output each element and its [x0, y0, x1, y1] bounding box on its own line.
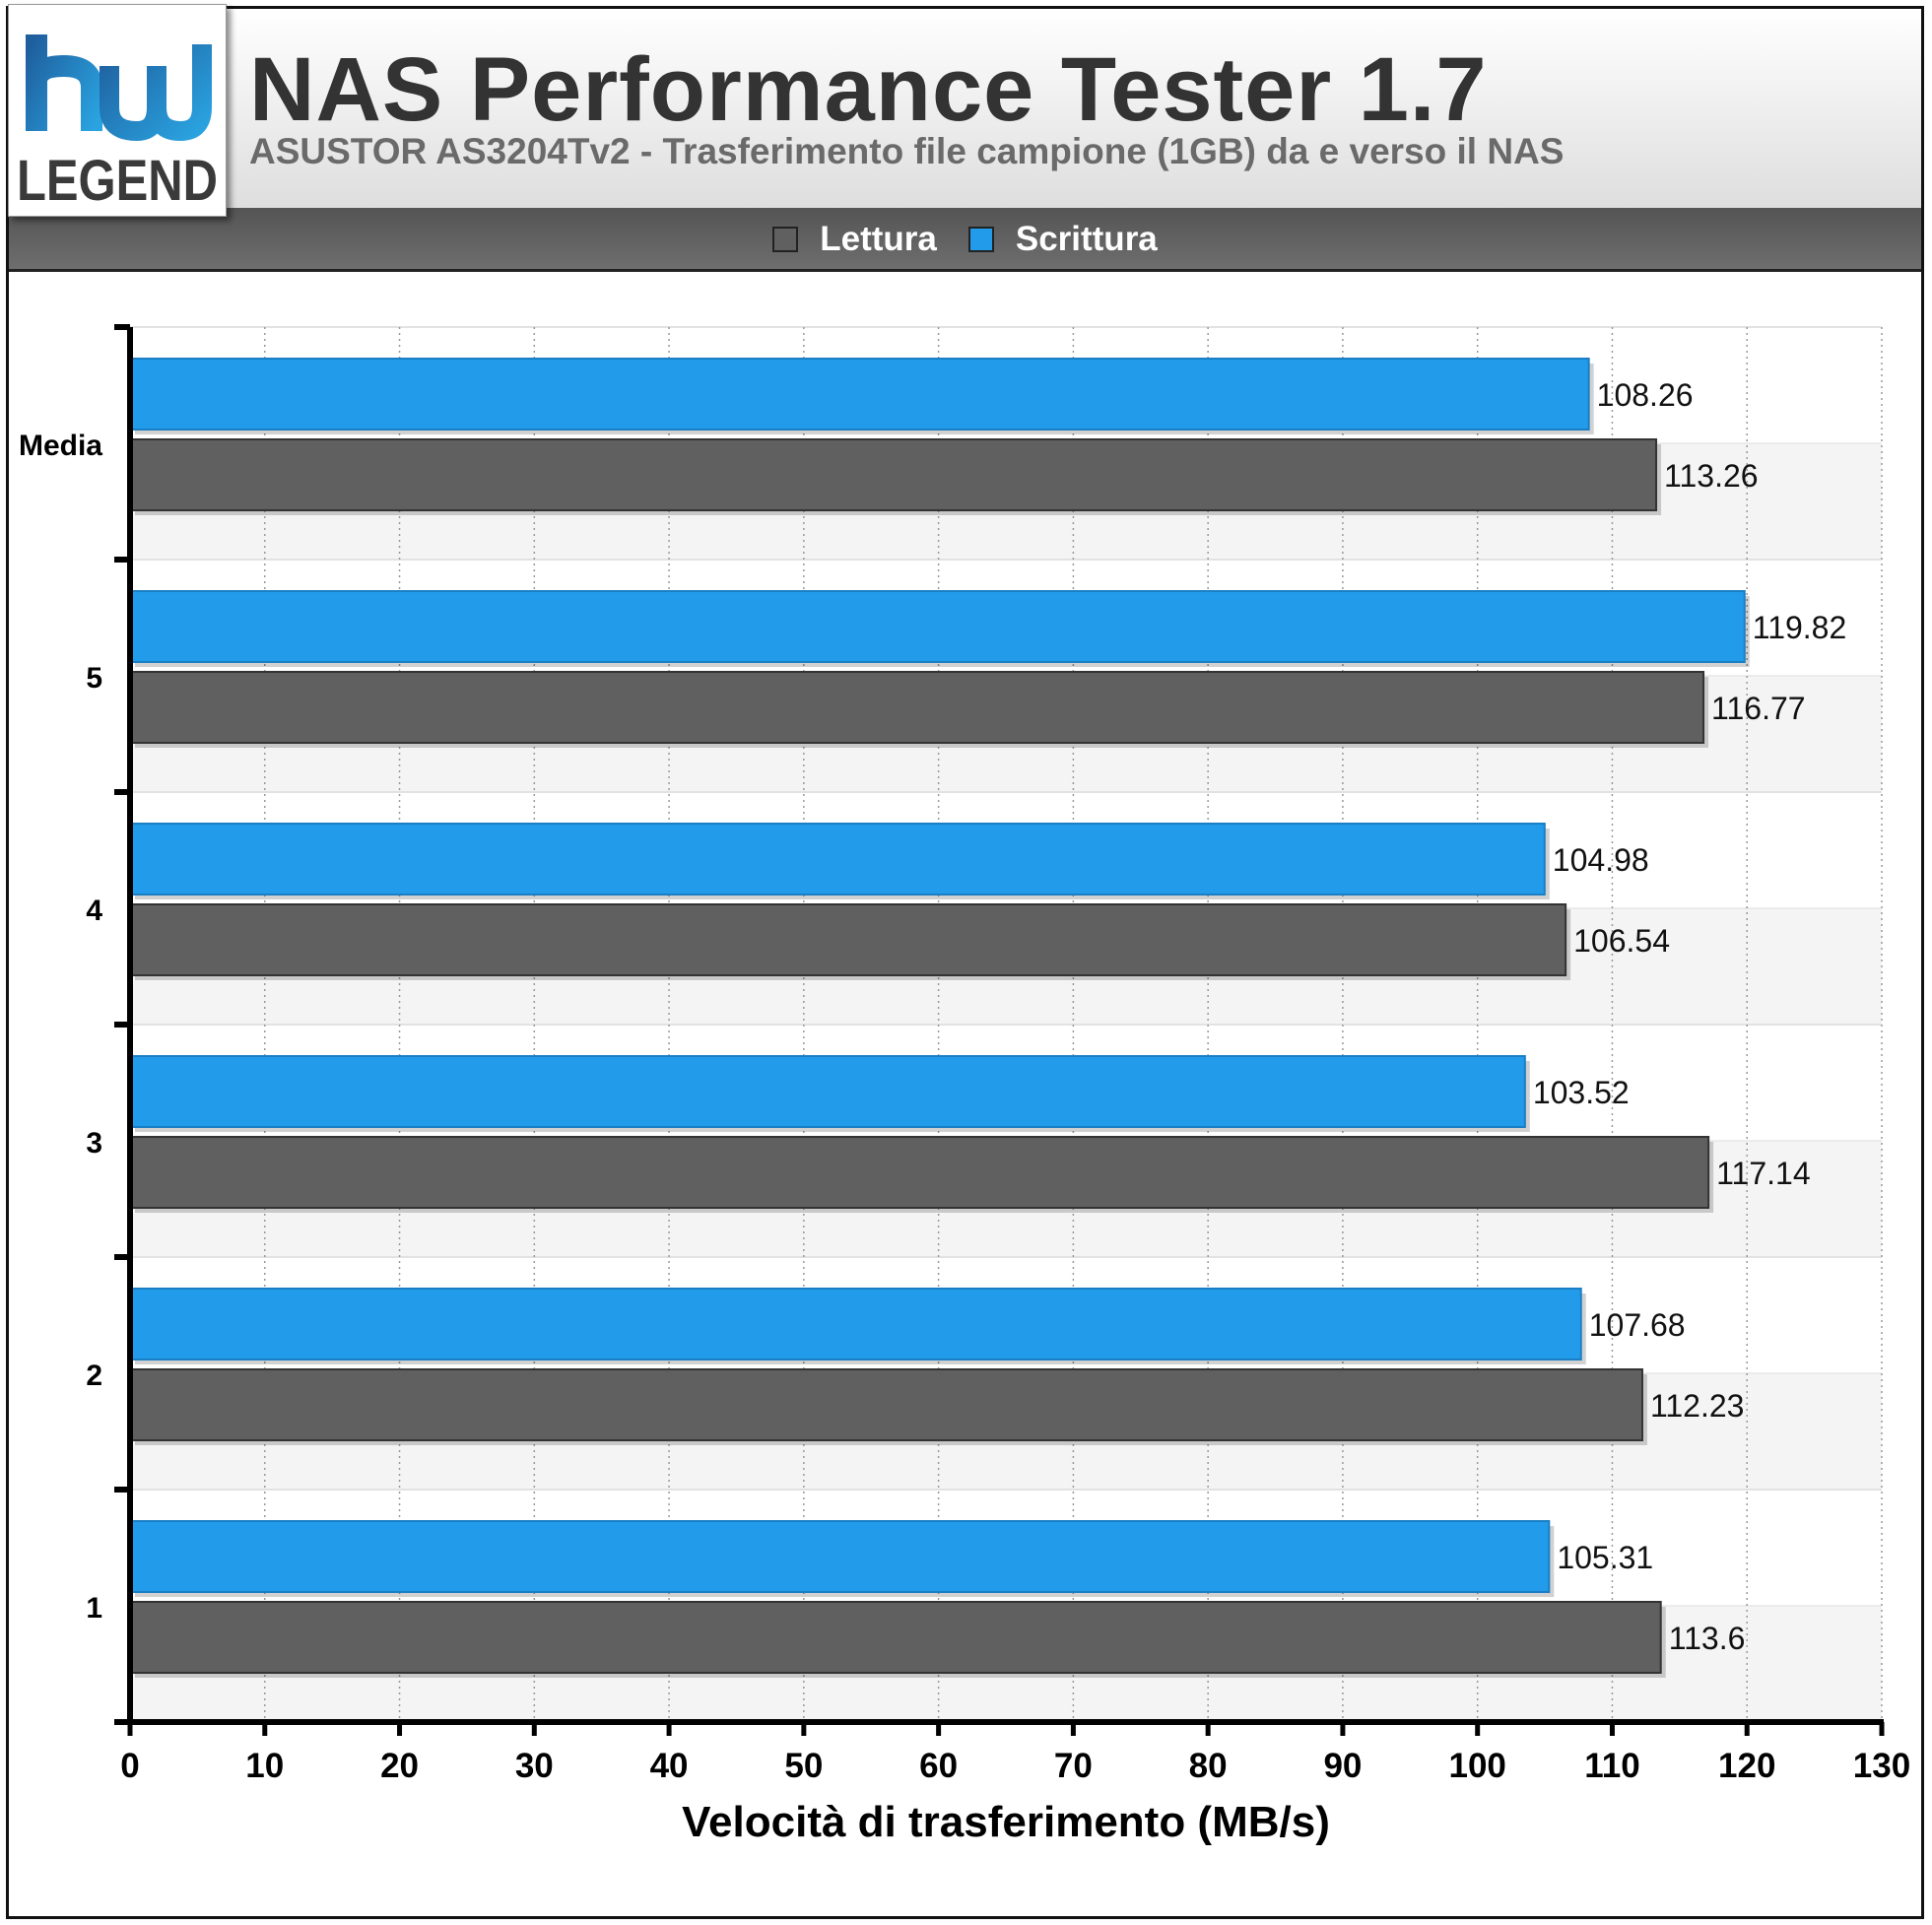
y-tick-label-cat-1: 1 — [86, 1592, 102, 1625]
y-tick-label-cat-media: Media — [19, 430, 102, 462]
bar-lettura-cat-3 — [129, 1136, 1710, 1209]
y-tick-label-cat-3: 3 — [86, 1127, 102, 1160]
bar-scrittura-cat-5 — [129, 590, 1746, 663]
bar-scrittura-cat-2 — [129, 1288, 1582, 1361]
value-label-lettura-cat-media: 113.26 — [1664, 458, 1759, 494]
x-tick-label: 0 — [120, 1747, 139, 1785]
legend-label-lettura: Lettura — [820, 220, 937, 258]
x-tick-label: 120 — [1718, 1747, 1775, 1785]
x-tick-label: 130 — [1853, 1747, 1910, 1785]
y-tick-label-cat-4: 4 — [86, 895, 102, 927]
x-tick-label: 10 — [245, 1747, 284, 1785]
x-tick-label: 40 — [650, 1747, 689, 1785]
x-tick-label: 20 — [380, 1747, 419, 1785]
bar-lettura-cat-5 — [129, 671, 1705, 744]
value-label-scrittura-cat-2: 107.68 — [1589, 1307, 1686, 1343]
legend-bar: Lettura Scrittura — [9, 210, 1921, 272]
bar-lettura-cat-1 — [129, 1601, 1662, 1674]
legend-label-scrittura: Scrittura — [1015, 220, 1158, 258]
value-label-lettura-cat-2: 112.23 — [1650, 1388, 1745, 1424]
chart-title: NAS Performance Tester 1.7 — [249, 39, 1488, 140]
hwlegend-logo: LEGEND — [8, 4, 227, 217]
x-tick-label: 100 — [1448, 1747, 1505, 1785]
value-label-scrittura-cat-1: 105.31 — [1557, 1540, 1653, 1575]
logo-text: LEGEND — [17, 149, 218, 213]
x-tick-label: 50 — [784, 1747, 823, 1785]
bar-scrittura-cat-4 — [129, 823, 1546, 896]
x-tick-label: 80 — [1189, 1747, 1228, 1785]
bar-lettura-cat-media — [129, 438, 1658, 511]
y-tick-label-cat-5: 5 — [86, 662, 102, 695]
legend-item-scrittura: Scrittura — [967, 220, 1158, 259]
value-label-scrittura-cat-media: 108.26 — [1597, 377, 1694, 413]
legend-item-lettura: Lettura — [772, 220, 937, 259]
chart-subtitle: ASUSTOR AS3204Tv2 - Trasferimento file c… — [249, 131, 1565, 171]
x-tick-label: 90 — [1323, 1747, 1362, 1785]
value-label-scrittura-cat-3: 103.52 — [1533, 1075, 1630, 1110]
x-tick-label: 30 — [515, 1747, 554, 1785]
bar-scrittura-cat-1 — [129, 1520, 1551, 1593]
y-tick-label-cat-2: 2 — [86, 1360, 102, 1392]
x-axis-title: Velocità di trasferimento (MB/s) — [682, 1798, 1330, 1846]
legend-swatch-scrittura — [967, 227, 994, 252]
value-label-lettura-cat-1: 113.6 — [1669, 1621, 1746, 1656]
value-label-scrittura-cat-5: 119.82 — [1753, 610, 1847, 645]
bar-lettura-cat-2 — [129, 1368, 1643, 1441]
legend: Lettura Scrittura — [9, 210, 1921, 269]
bar-scrittura-cat-3 — [129, 1055, 1526, 1128]
chart-header: NAS Performance Tester 1.7 ASUSTOR AS320… — [9, 9, 1921, 210]
bar-scrittura-cat-media — [129, 358, 1590, 431]
x-tick-label: 110 — [1584, 1747, 1639, 1785]
x-tick-label: 60 — [919, 1747, 958, 1785]
value-label-lettura-cat-5: 116.77 — [1711, 691, 1806, 726]
value-label-lettura-cat-3: 117.14 — [1716, 1156, 1811, 1191]
value-label-lettura-cat-4: 106.54 — [1573, 923, 1670, 959]
value-label-scrittura-cat-4: 104.98 — [1553, 842, 1649, 878]
legend-swatch-lettura — [772, 227, 799, 252]
bar-lettura-cat-4 — [129, 903, 1567, 976]
x-tick-label: 70 — [1054, 1747, 1093, 1785]
